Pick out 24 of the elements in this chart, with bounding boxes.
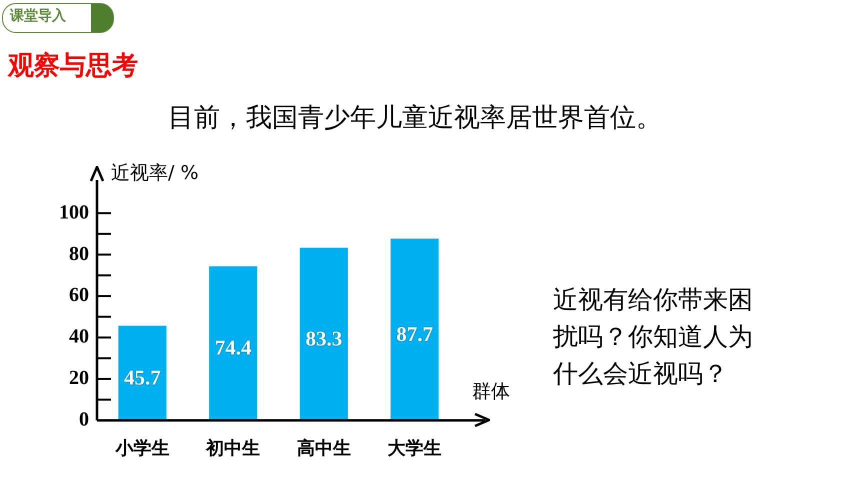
text: 课堂导入 bbox=[10, 7, 66, 25]
x-tick-label: 小学生 bbox=[114, 438, 170, 459]
data-label: 45.7 bbox=[124, 365, 161, 390]
data-label: 74.4 bbox=[214, 336, 252, 360]
y-tick-label: 60 bbox=[69, 284, 89, 306]
x-tick-label: 初中生 bbox=[205, 438, 260, 459]
x-tick-label: 高中生 bbox=[296, 438, 351, 459]
data-label: 87.7 bbox=[396, 322, 433, 346]
data-label: 83.3 bbox=[306, 326, 342, 351]
bar bbox=[390, 238, 439, 420]
text: 近视有给你带来困扰吗？你知道人为什么会近视吗？ bbox=[553, 284, 754, 390]
text: 观察与思考 bbox=[8, 50, 138, 83]
bar bbox=[300, 248, 348, 420]
x-tick-label: 大学生 bbox=[386, 438, 442, 459]
chart-title: 目前，我国青少年儿童近视率居世界首位。 bbox=[168, 102, 662, 135]
y-axis-title: 近视率/ % bbox=[111, 162, 198, 184]
y-tick-label: 20 bbox=[69, 367, 89, 390]
y-tick-label: 80 bbox=[69, 242, 89, 265]
y-tick-label: 0 bbox=[79, 408, 89, 431]
bar bbox=[118, 326, 166, 420]
y-tick-label: 100 bbox=[59, 201, 89, 224]
bar bbox=[209, 266, 258, 420]
x-axis-title: 群体 bbox=[472, 380, 510, 402]
y-tick-label: 40 bbox=[69, 326, 89, 348]
